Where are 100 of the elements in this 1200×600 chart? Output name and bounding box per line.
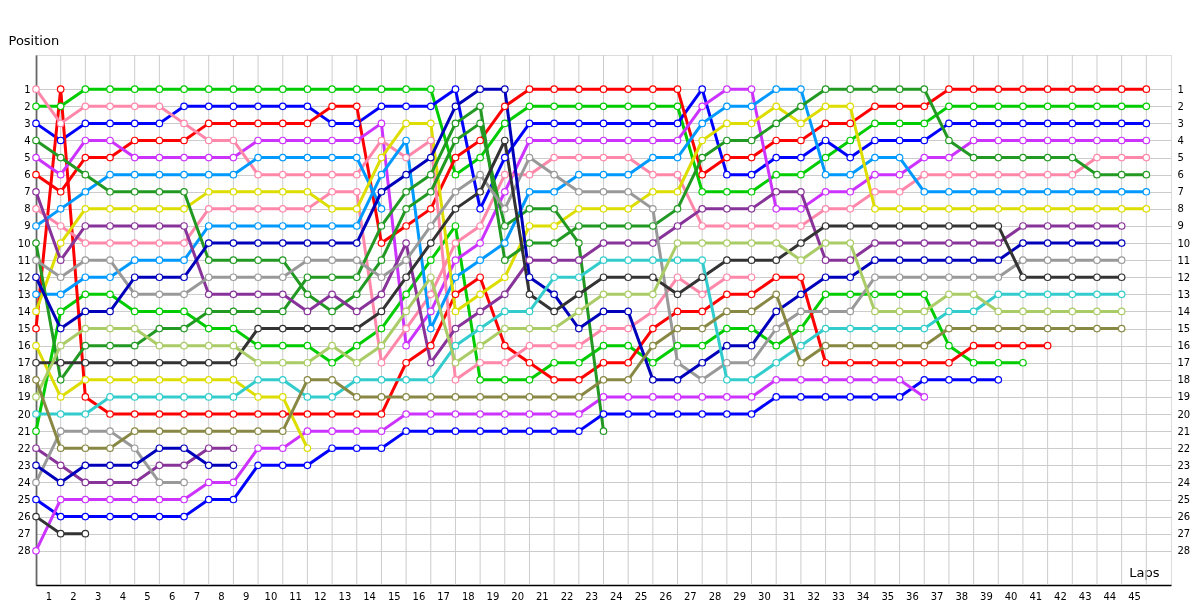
point [969, 376, 978, 384]
point [278, 205, 287, 213]
point [846, 205, 855, 213]
point [969, 341, 978, 350]
point [698, 358, 707, 367]
point [426, 427, 435, 435]
point [106, 119, 114, 128]
point [229, 427, 238, 435]
point [56, 512, 65, 521]
point [698, 376, 707, 384]
point [204, 136, 213, 145]
point [377, 376, 386, 384]
x-tick-label: 17 [437, 590, 450, 600]
point [599, 136, 608, 145]
point [723, 290, 731, 299]
point [895, 239, 904, 247]
point [352, 324, 361, 333]
x-tick-label: 6 [169, 590, 176, 600]
point [130, 205, 139, 213]
point [204, 461, 213, 470]
point [32, 307, 40, 316]
point [1019, 170, 1027, 179]
point [229, 410, 238, 418]
point [846, 187, 855, 196]
point [180, 119, 188, 128]
point [155, 153, 164, 162]
point [994, 85, 1003, 94]
point [180, 393, 188, 401]
point [155, 205, 164, 213]
point [747, 205, 756, 213]
point [821, 222, 830, 230]
point [994, 358, 1003, 367]
point [772, 239, 781, 247]
point [402, 239, 410, 247]
point [871, 187, 879, 196]
point [204, 358, 213, 367]
point [352, 444, 361, 453]
point [180, 136, 188, 145]
point [649, 187, 657, 196]
point [500, 187, 509, 196]
point [624, 222, 633, 230]
point [574, 170, 583, 179]
point [550, 290, 558, 299]
point [32, 239, 40, 247]
point [673, 153, 682, 162]
point [821, 273, 830, 282]
point [426, 170, 435, 179]
point [624, 239, 633, 247]
point [649, 341, 657, 350]
point [673, 239, 682, 247]
x-tick-label: 28 [708, 590, 722, 600]
point [500, 273, 509, 282]
point [1019, 205, 1027, 213]
point [56, 239, 65, 247]
point [846, 393, 855, 401]
point [352, 376, 361, 384]
y2-tick-label: 7 [1177, 186, 1184, 198]
point [106, 512, 114, 521]
point [32, 461, 40, 470]
point [204, 393, 213, 401]
point [155, 290, 164, 299]
point [56, 119, 65, 128]
point [130, 324, 139, 333]
x-tick-label: 31 [782, 590, 796, 600]
point [550, 376, 558, 384]
point [599, 376, 608, 384]
point [377, 222, 386, 230]
point [525, 222, 534, 230]
point [451, 410, 460, 418]
point [500, 427, 509, 435]
point [723, 358, 731, 367]
point [278, 239, 287, 247]
point [821, 358, 830, 367]
point [871, 102, 879, 111]
point [920, 119, 929, 128]
point [1068, 205, 1077, 213]
y2-tick-label: 19 [1177, 391, 1191, 403]
point [130, 393, 139, 401]
point [377, 290, 386, 299]
y-tick-label: 16 [17, 340, 31, 352]
point [525, 239, 534, 247]
point [1043, 222, 1052, 230]
point [525, 205, 534, 213]
point [352, 358, 361, 367]
y2-tick-label: 22 [1177, 442, 1191, 454]
point [426, 290, 435, 299]
point [204, 307, 213, 316]
point [81, 170, 90, 179]
point [303, 358, 312, 367]
point [155, 85, 164, 94]
point [377, 153, 386, 162]
point [1043, 324, 1052, 333]
point [56, 273, 65, 282]
point [871, 119, 879, 128]
point [1043, 341, 1052, 350]
point [328, 256, 336, 264]
point [895, 170, 904, 179]
point [328, 187, 336, 196]
point [451, 290, 460, 299]
y2-tick-label: 18 [1177, 374, 1191, 386]
